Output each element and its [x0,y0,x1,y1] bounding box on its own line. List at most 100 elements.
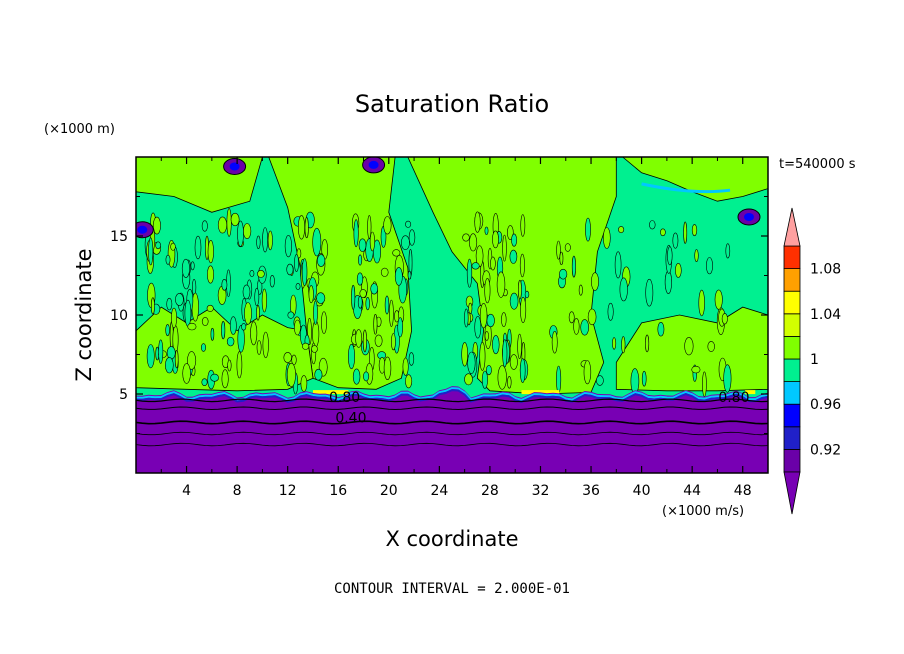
streak-contour [684,337,694,356]
x-unit-label: (×1000 m/s) [662,504,744,519]
streak-contour [256,340,262,355]
upper-streak [641,182,731,194]
x-tick-label: 40 [633,483,651,499]
streak-contour [363,371,370,382]
streak-contour [171,307,178,329]
streak-contour [492,230,499,249]
streak-contour [484,331,489,341]
streak-contour [564,243,571,252]
streak-contour [507,376,512,389]
streak-contour [524,290,530,299]
contour-label: 0.80 [329,390,360,406]
colorbar-label: 0.92 [810,442,841,458]
streak-contour [519,358,526,383]
streak-contour [389,299,394,327]
colorbar-swatch [783,448,801,473]
streak-contour [207,265,215,284]
streak-contour [380,267,389,277]
streak-contour [496,271,506,298]
streak-contour [614,251,622,279]
streak-contour [518,279,522,300]
streak-contour [705,257,713,275]
streak-contour [394,267,403,286]
streak-contour [520,296,527,323]
streak-contour [201,220,208,232]
streak-contour [165,254,171,265]
streak-contour [313,300,318,325]
streak-contour [207,240,214,264]
streak-contour [621,336,626,354]
streak-contour [383,216,392,235]
streak-contour [397,317,404,338]
streak-contour [618,226,625,234]
streak-contour [568,311,575,324]
colorbar: 0.92 0.96 1 1.04 1.08 [783,207,841,515]
streak-contour [287,311,295,319]
streak-contour [165,324,170,337]
streak-contour [353,219,359,248]
streak-contour [221,321,226,340]
streak-contour [357,295,363,309]
streak-contour [405,374,413,389]
contour-label: 0.80 [718,390,749,406]
x-tick-label: 28 [481,483,499,499]
streak-contour [721,313,728,325]
streak-contour [698,289,705,317]
streak-contour [502,339,508,368]
colorbar-swatch [783,358,801,383]
streak-contour [558,268,568,280]
streak-contour [461,342,469,367]
streak-contour [269,275,275,288]
streak-contour [174,350,179,369]
streak-contour [369,231,376,252]
streak-contour [257,269,265,278]
streak-contour [250,321,258,346]
streak-contour [664,270,673,294]
streak-contour [509,292,519,310]
streak-contour [490,256,496,271]
streak-contour [657,322,665,337]
colorbar-swatch [783,313,801,337]
x-tick-label: 8 [233,483,242,499]
streak-contour [583,360,592,385]
time-label: t=540000 s [779,157,856,172]
streak-contour [587,308,597,326]
streak-contour [596,375,604,386]
colorbar-over-arrow [783,207,801,247]
contour-interval-note: CONTOUR INTERVAL = 2.000E-01 [334,581,570,597]
streak-contour [316,292,326,304]
streak-contour [286,362,296,387]
moist-blob-core [368,160,379,169]
streak-contour [511,233,517,247]
streak-contour [645,334,650,353]
isoline [136,398,768,403]
colorbar-swatch [783,335,801,360]
streak-contour [286,263,294,276]
streak-contour [691,365,701,374]
streak-contour [244,302,252,325]
streak-contour [475,245,484,268]
streak-contour [370,283,379,295]
streak-contour [691,224,698,237]
streak-contour [352,368,361,385]
streak-contour [182,363,191,384]
streak-contour [559,251,564,266]
streak-contour [312,227,322,257]
streak-contour [484,226,489,236]
streak-contour [226,208,232,237]
streak-contour [187,351,197,370]
colorbar-label: 1 [810,352,819,368]
streak-contour [464,373,473,386]
streak-contour [201,316,209,326]
streak-contour [479,303,488,329]
streak-contour [170,242,176,251]
x-tick-label: 44 [683,483,701,499]
streak-contour [362,329,367,353]
streak-contour [702,371,707,397]
streak-contour [351,284,356,310]
streak-contour [497,365,507,390]
streak-contour [367,215,372,239]
streak-contour [187,322,197,331]
streak-contour [152,216,161,235]
streak-contour [254,287,260,307]
